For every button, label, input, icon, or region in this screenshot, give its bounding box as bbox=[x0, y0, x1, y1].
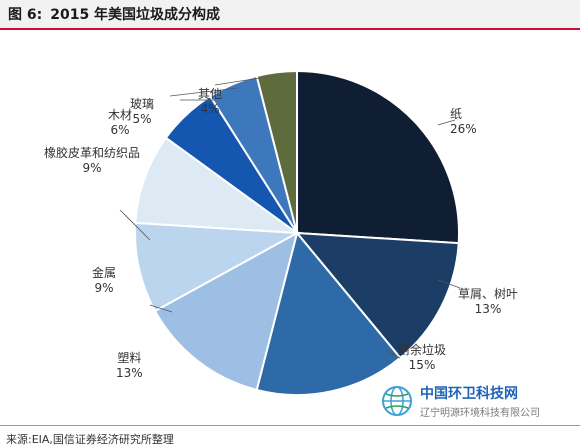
pie-chart bbox=[119, 69, 461, 396]
label-plastic: 塑料 13% bbox=[116, 351, 143, 381]
pie-slice-food-waste bbox=[255, 230, 402, 396]
slice-pct: 9% bbox=[82, 161, 102, 175]
leader-line bbox=[384, 349, 401, 359]
slice-name: 塑料 bbox=[117, 351, 142, 365]
source-note: 来源:EIA,国信证券经济研究所整理 bbox=[0, 425, 580, 448]
globe-logo-icon bbox=[382, 386, 412, 416]
watermark: 中国环卫科技网 辽宁明源环境科技有限公司 bbox=[380, 382, 578, 422]
slice-pct: 5% bbox=[132, 112, 152, 126]
slice-name: 纸 bbox=[450, 107, 463, 121]
figure-title: 2015 年美国垃圾成分构成 bbox=[50, 7, 221, 23]
leader-line bbox=[437, 279, 461, 289]
watermark-subtitle: 辽宁明源环境科技有限公司 bbox=[420, 408, 540, 419]
slice-pct: 13% bbox=[116, 366, 143, 380]
slice-name: 橡胶皮革和纺织品 bbox=[43, 146, 140, 160]
leader-line bbox=[214, 77, 261, 86]
figure-title-bar: 图 6: 2015 年美国垃圾成分构成 bbox=[0, 0, 580, 30]
pie-slice-rubber-leather-textiles bbox=[134, 136, 301, 235]
slice-name: 金属 bbox=[92, 266, 117, 280]
slice-pct: 13% bbox=[474, 302, 502, 316]
slice-pct: 6% bbox=[110, 123, 130, 137]
slice-pct: 26% bbox=[450, 122, 477, 136]
slice-name: 玻璃 bbox=[130, 97, 155, 111]
label-rubber-leather-textiles: 橡胶皮革和纺织品 9% bbox=[42, 146, 142, 176]
label-wood: 木材 6% bbox=[108, 108, 132, 138]
leader-line bbox=[149, 304, 173, 313]
slice-name: 厨余垃圾 bbox=[398, 343, 447, 357]
label-other: 其他 4% bbox=[198, 87, 222, 117]
pie-slice-metal bbox=[134, 221, 301, 313]
pie-slice-paper bbox=[296, 69, 460, 245]
pie-slice-grass-leaves bbox=[294, 231, 460, 360]
pie-slice-other bbox=[255, 69, 298, 234]
pie-slice-plastic bbox=[153, 231, 299, 392]
slice-pct: 15% bbox=[408, 358, 436, 372]
slice-pct: 4% bbox=[200, 102, 220, 116]
label-grass-leaves: 草屑、树叶 13% bbox=[458, 287, 518, 317]
label-paper: 纸 26% bbox=[450, 107, 477, 137]
leader-line bbox=[169, 87, 239, 97]
label-metal: 金属 9% bbox=[92, 266, 116, 296]
leader-line bbox=[119, 209, 151, 241]
figure-label: 图 6: bbox=[8, 7, 43, 23]
slice-name: 草屑、树叶 bbox=[458, 287, 519, 301]
label-glass: 玻璃 5% bbox=[130, 97, 154, 127]
slice-name: 木材 bbox=[108, 108, 133, 122]
leader-line bbox=[437, 119, 456, 126]
watermark-brand: 中国环卫科技网 bbox=[420, 386, 518, 402]
slice-name: 其他 bbox=[198, 87, 223, 101]
label-food-waste: 厨余垃圾 15% bbox=[398, 343, 446, 373]
slice-pct: 9% bbox=[94, 281, 114, 295]
